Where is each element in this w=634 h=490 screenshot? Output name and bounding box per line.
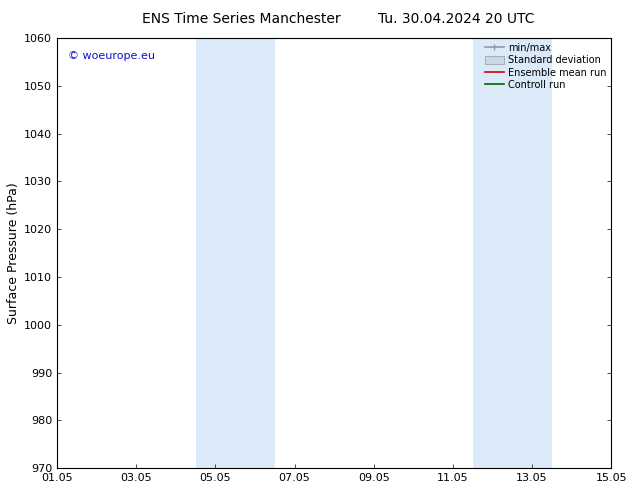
Text: © woeurope.eu: © woeurope.eu [68,51,155,61]
Bar [473,38,552,468]
Y-axis label: Surface Pressure (hPa): Surface Pressure (hPa) [7,182,20,324]
Text: ENS Time Series Manchester: ENS Time Series Manchester [141,12,340,26]
Text: Tu. 30.04.2024 20 UTC: Tu. 30.04.2024 20 UTC [378,12,534,26]
Bar [196,38,275,468]
Legend: min/max, Standard deviation, Ensemble mean run, Controll run: min/max, Standard deviation, Ensemble me… [482,40,609,93]
